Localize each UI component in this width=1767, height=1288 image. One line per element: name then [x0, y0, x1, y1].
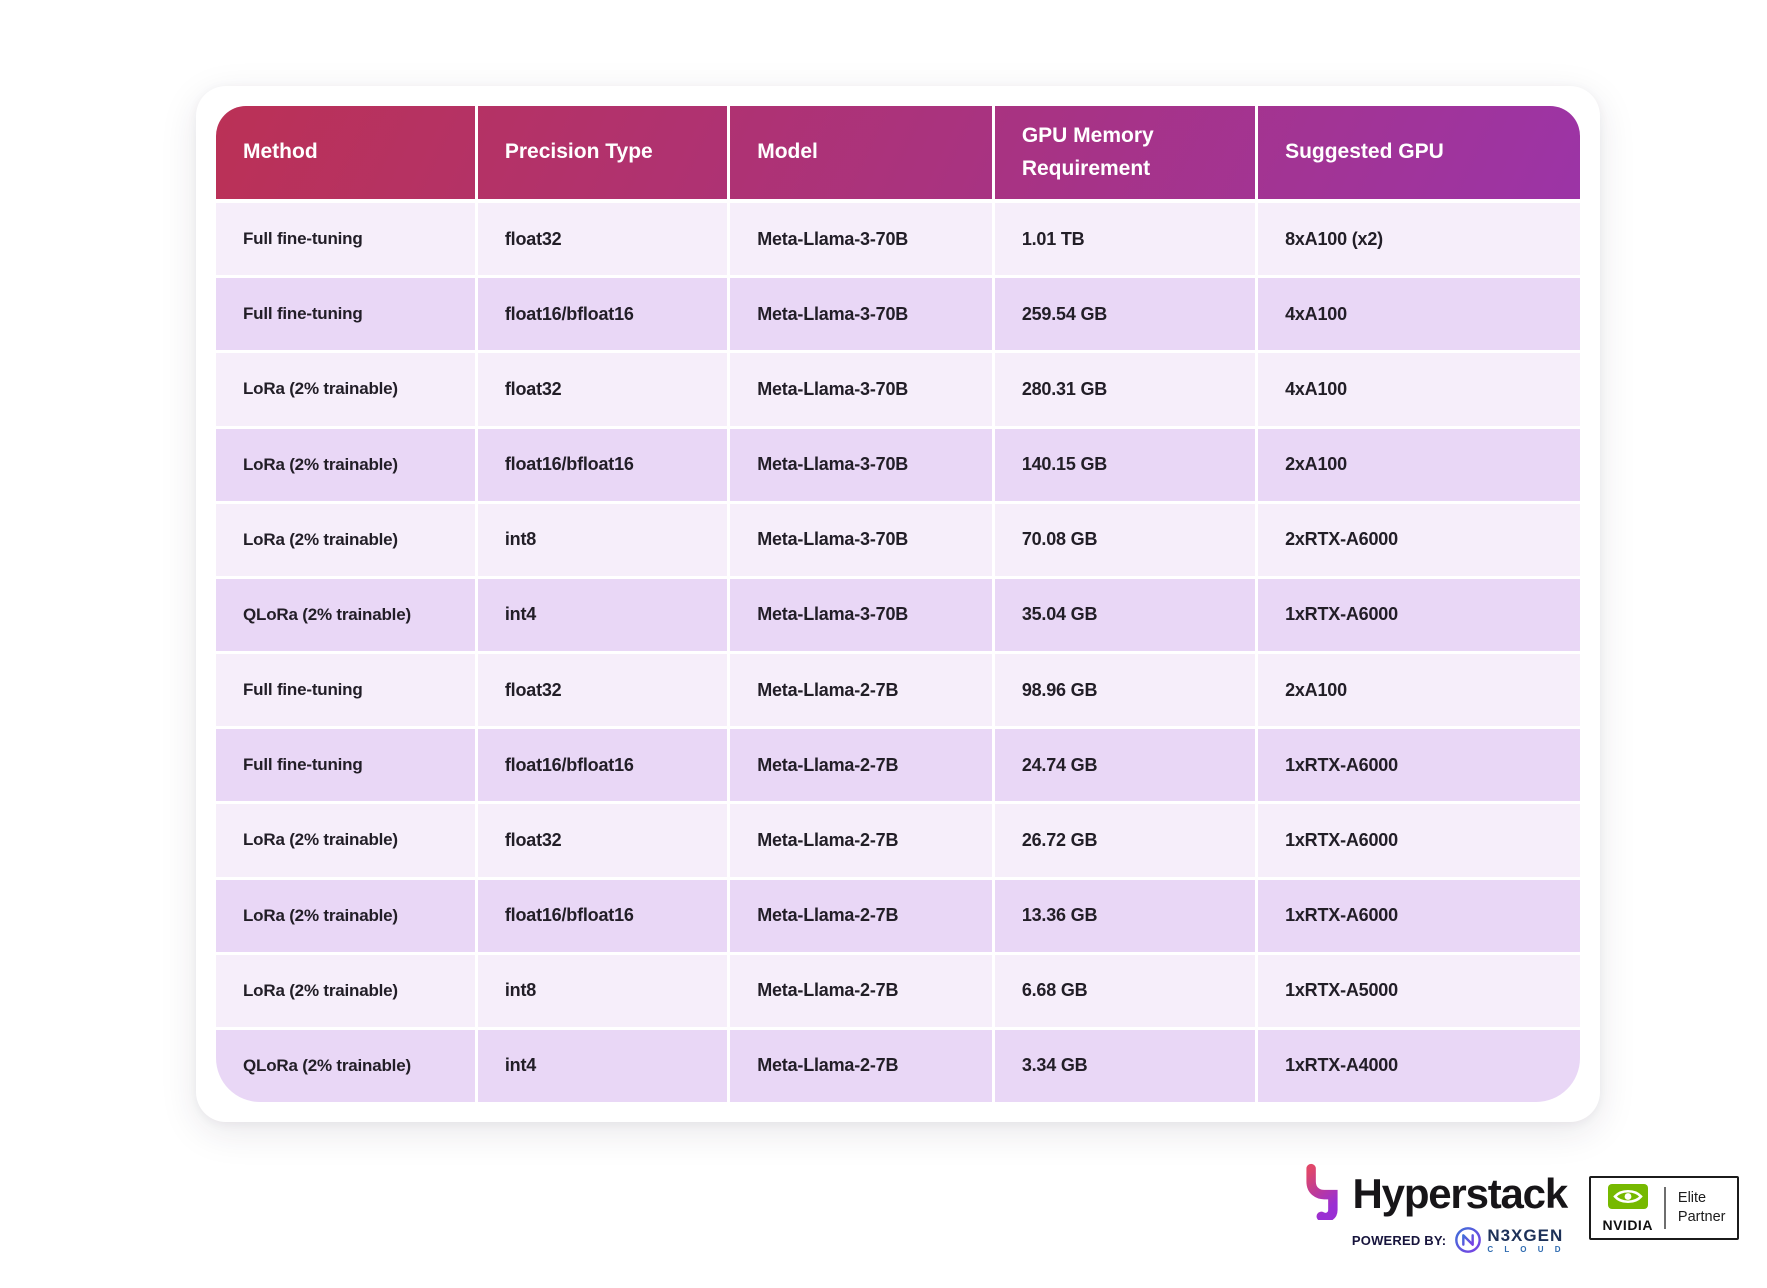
table-cell: float16/bfloat16: [478, 879, 731, 952]
table-cell: QLoRa (2% trainable): [216, 578, 478, 652]
n3xgen-logo: N3XGEN C L O U D: [1454, 1226, 1565, 1254]
table-row: Full fine-tuning float32 Meta-Llama-3-70B 1…: [216, 203, 1580, 276]
table-cell: Meta-Llama-3-70B: [730, 578, 995, 652]
table-cell: 3.34 GB: [995, 1029, 1259, 1102]
table-cell: Meta-Llama-2-7B: [730, 954, 995, 1027]
table-cell: int4: [478, 1029, 731, 1102]
table-cell: 98.96 GB: [995, 654, 1259, 727]
table-cell: Full fine-tuning: [216, 203, 478, 276]
table-cell: 4xA100: [1285, 378, 1347, 399]
n3xgen-wordmark: N3XGEN: [1487, 1225, 1564, 1245]
table-cell: LoRa (2% trainable): [216, 428, 478, 501]
table-cell: 24.74 GB: [995, 729, 1259, 802]
table-cell: Meta-Llama-3-70B: [730, 278, 995, 351]
nvidia-eye-icon: [1607, 1183, 1649, 1215]
table-cell: Meta-Llama-2-7B: [730, 879, 995, 952]
column-header-precision: Precision Type: [478, 106, 731, 199]
table-cell: Meta-Llama-2-7B: [730, 654, 995, 727]
hyperstack-wordmark: Hyperstack: [1352, 1169, 1569, 1217]
table-cell: LoRa (2% trainable): [216, 954, 478, 1027]
table-cell: 1xRTX-A6000: [1285, 829, 1398, 850]
nvidia-elite-partner-badge: NVIDIA Elite Partner: [1589, 1176, 1739, 1240]
table-cell: 26.72 GB: [995, 804, 1259, 877]
table-cell: LoRa (2% trainable): [216, 879, 478, 952]
powered-by-row: POWERED BY: N3XGEN C L O U D: [1352, 1226, 1565, 1254]
table-cell: Full fine-tuning: [216, 654, 478, 727]
column-header-model: Model: [730, 106, 995, 199]
table-cell: float32: [478, 654, 731, 727]
hyperstack-brand-block: Hyperstack POWERED BY: N3XGEN: [1300, 1162, 1569, 1254]
table-row: Full fine-tuning float16/bfloat16 Meta-Lla…: [216, 275, 1580, 351]
table-cell: Full fine-tuning: [216, 278, 478, 351]
table-cell: 280.31 GB: [995, 353, 1259, 426]
table-cell: 6.68 GB: [995, 954, 1259, 1027]
table-row: QLoRa (2% trainable) int4 Meta-Llama-2-7B 3…: [216, 1026, 1580, 1102]
table-body: Full fine-tuning float32 Meta-Llama-3-70B 1…: [216, 203, 1580, 1102]
powered-by-label: POWERED BY:: [1351, 1232, 1447, 1248]
footer-branding: Hyperstack POWERED BY: N3XGEN: [1300, 1162, 1739, 1254]
table-cell: Meta-Llama-3-70B: [730, 203, 995, 276]
table-cell: Meta-Llama-2-7B: [730, 729, 995, 802]
badge-divider: [1664, 1187, 1667, 1229]
table-cell: 1xRTX-A6000: [1285, 905, 1398, 926]
table-cell: Meta-Llama-3-70B: [730, 353, 995, 426]
table-cell: 8xA100 (x2): [1285, 228, 1383, 249]
table-cell: 1xRTX-A5000: [1285, 980, 1398, 1001]
table-cell: int8: [478, 954, 731, 1027]
partner-label: Elite Partner: [1677, 1190, 1726, 1225]
table-row: LoRa (2% trainable) float16/bfloat16 Meta-…: [216, 425, 1580, 501]
table-row: LoRa (2% trainable) float32 Meta-Llama-3-7…: [216, 350, 1580, 426]
column-header-suggested-gpu: Suggested GPU: [1285, 140, 1444, 164]
table-cell: 1xRTX-A6000: [1285, 604, 1398, 625]
n3xgen-icon: [1455, 1227, 1482, 1253]
table-row: QLoRa (2% trainable) int4 Meta-Llama-3-70B…: [216, 575, 1580, 652]
n3xgen-cloud-label: C L O U D: [1487, 1244, 1565, 1254]
table-cell: 2xRTX-A6000: [1285, 529, 1398, 550]
table-cell: int4: [478, 578, 731, 652]
hyperstack-logo-icon: [1300, 1162, 1344, 1225]
table-cell: 70.08 GB: [995, 503, 1259, 576]
table-cell: 35.04 GB: [995, 578, 1259, 652]
column-header-method: Method: [216, 106, 478, 199]
table-row: Full fine-tuning float16/bfloat16 Meta-Lla…: [216, 726, 1580, 802]
gpu-requirements-table: Method Precision Type Model GPU Memory R…: [216, 106, 1580, 1102]
table-row: LoRa (2% trainable) int8 Meta-Llama-2-7B 6.…: [216, 951, 1580, 1027]
table-cell: 1xRTX-A6000: [1285, 754, 1398, 775]
table-cell: LoRa (2% trainable): [216, 804, 478, 877]
table-cell: 140.15 GB: [995, 428, 1259, 501]
table-cell: Meta-Llama-3-70B: [730, 503, 995, 576]
table-cell: float16/bfloat16: [478, 278, 731, 351]
table-cell: float16/bfloat16: [478, 729, 731, 802]
table-cell: float16/bfloat16: [478, 428, 731, 501]
nvidia-wordmark: NVIDIA: [1602, 1217, 1653, 1233]
table-cell: Meta-Llama-2-7B: [730, 1029, 995, 1102]
table-cell: 13.36 GB: [995, 879, 1259, 952]
table-cell: LoRa (2% trainable): [216, 353, 478, 426]
table-cell: 259.54 GB: [995, 278, 1259, 351]
table-cell: 2xA100: [1285, 679, 1347, 700]
table-row: Full fine-tuning float32 Meta-Llama-2-7B 98…: [216, 651, 1580, 727]
table-header-row: Method Precision Type Model GPU Memory R…: [216, 106, 1580, 203]
table-cell: 1xRTX-A4000: [1285, 1055, 1398, 1076]
table-cell: int8: [478, 503, 731, 576]
table-row: LoRa (2% trainable) float32 Meta-Llama-2-7…: [216, 801, 1580, 877]
table-cell: 2xA100: [1285, 454, 1347, 475]
table-cell: float32: [478, 804, 731, 877]
table-cell: QLoRa (2% trainable): [216, 1029, 478, 1102]
table-cell: 4xA100: [1285, 303, 1347, 324]
table-cell: Meta-Llama-3-70B: [730, 428, 995, 501]
column-header-gpu-memory: GPU Memory Requirement: [995, 106, 1259, 199]
table-cell: Meta-Llama-2-7B: [730, 804, 995, 877]
table-cell: float32: [478, 203, 731, 276]
table-row: LoRa (2% trainable) int8 Meta-Llama-3-70B 7…: [216, 500, 1580, 576]
table-cell: 1.01 TB: [995, 203, 1259, 276]
table-cell: float32: [478, 353, 731, 426]
table-row: LoRa (2% trainable) float16/bfloat16 Meta-…: [216, 876, 1580, 952]
table-cell: LoRa (2% trainable): [216, 503, 478, 576]
table-cell: Full fine-tuning: [216, 729, 478, 802]
